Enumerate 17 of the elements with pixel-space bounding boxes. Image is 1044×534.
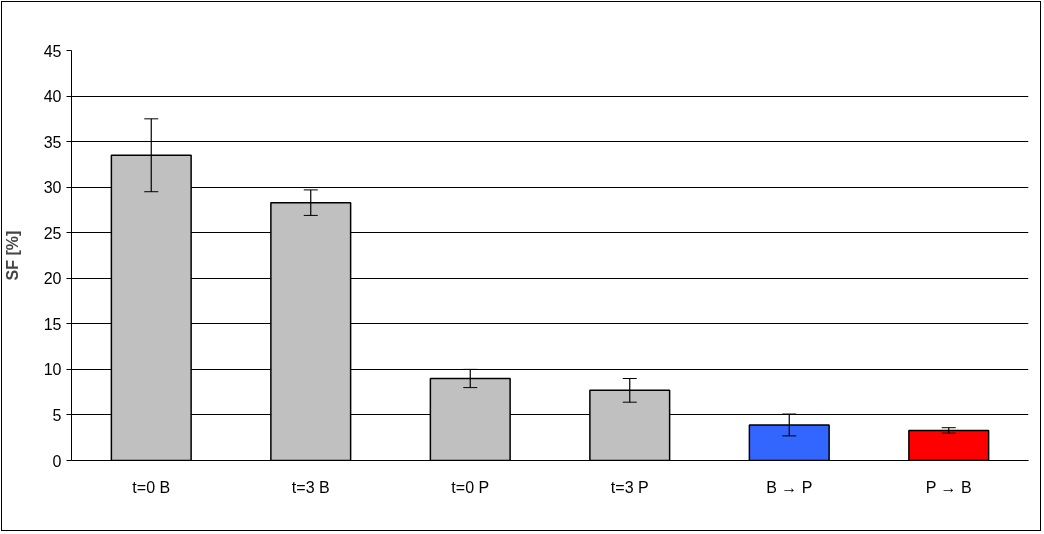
x-tick-label: P → B bbox=[925, 478, 972, 496]
y-tick-label: 30 bbox=[43, 179, 62, 197]
y-axis-title: SF [%] bbox=[3, 230, 21, 281]
y-tick-label: 15 bbox=[43, 315, 62, 333]
y-tick-label: 10 bbox=[43, 361, 62, 379]
y-tick-label: 25 bbox=[43, 224, 62, 242]
y-tick-label: 5 bbox=[52, 406, 62, 424]
y-tick-label: 35 bbox=[43, 133, 62, 151]
x-tick-label: t=3 B bbox=[291, 478, 330, 496]
x-tick-label: t=3 P bbox=[610, 478, 649, 496]
y-tick-label: 40 bbox=[43, 88, 62, 106]
y-tick-label: 45 bbox=[43, 42, 62, 60]
x-tick-label: B → P bbox=[766, 478, 813, 496]
y-tick-label: 0 bbox=[52, 452, 62, 470]
y-tick-label: 20 bbox=[43, 270, 62, 288]
x-tick-label: t=0 P bbox=[451, 478, 490, 496]
x-tick-label: t=0 B bbox=[132, 478, 171, 496]
